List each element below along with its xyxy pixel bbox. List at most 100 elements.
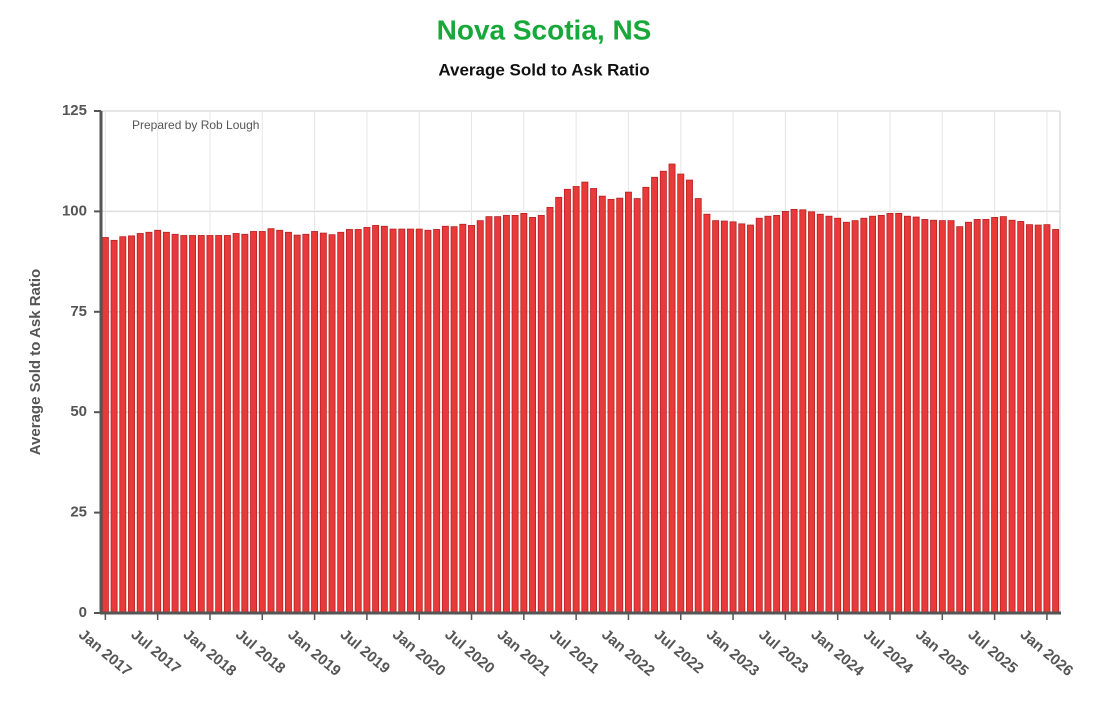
bar bbox=[764, 215, 772, 614]
bar bbox=[485, 216, 493, 614]
bar bbox=[520, 213, 528, 614]
bar bbox=[529, 217, 537, 614]
bar bbox=[1017, 221, 1025, 614]
x-tick-label: Jul 2020 bbox=[441, 626, 497, 677]
bar bbox=[642, 186, 650, 614]
bar bbox=[921, 219, 929, 614]
x-tick-label: Jul 2017 bbox=[128, 626, 184, 677]
bar bbox=[947, 220, 955, 614]
bar bbox=[1052, 229, 1060, 614]
bar bbox=[476, 220, 484, 614]
bar bbox=[755, 217, 763, 614]
bar bbox=[624, 191, 632, 614]
bar bbox=[842, 221, 850, 614]
bar bbox=[965, 221, 972, 614]
bar bbox=[790, 208, 798, 614]
bar bbox=[720, 220, 728, 614]
bar bbox=[877, 215, 885, 614]
bar bbox=[319, 232, 327, 614]
bar bbox=[1008, 219, 1016, 614]
x-tick-label: Jan 2026 bbox=[1017, 626, 1076, 680]
bar bbox=[912, 216, 920, 614]
x-tick-label: Jan 2021 bbox=[494, 626, 553, 680]
bar bbox=[337, 231, 345, 614]
bar bbox=[154, 229, 162, 614]
bar bbox=[468, 225, 475, 614]
bar bbox=[555, 196, 563, 614]
bar bbox=[171, 233, 179, 614]
chart-subtitle: Average Sold to Ask Ratio bbox=[438, 60, 649, 79]
bar bbox=[991, 217, 999, 614]
bar bbox=[110, 239, 118, 614]
bar bbox=[284, 231, 292, 614]
bar bbox=[694, 198, 702, 614]
bar bbox=[441, 225, 449, 614]
y-tick-label: 50 bbox=[70, 403, 87, 420]
bar bbox=[380, 225, 388, 614]
x-tick-label: Jul 2022 bbox=[651, 626, 707, 677]
bar bbox=[572, 186, 580, 614]
y-tick-label: 100 bbox=[62, 202, 87, 219]
x-tick-label: Jul 2025 bbox=[964, 626, 1020, 677]
bar bbox=[372, 225, 380, 614]
bar bbox=[999, 216, 1007, 614]
bar bbox=[903, 215, 911, 614]
y-axis-label: Average Sold to Ask Ratio bbox=[27, 269, 44, 455]
bar bbox=[459, 223, 467, 614]
bar bbox=[197, 235, 205, 614]
bar bbox=[241, 233, 249, 614]
bar bbox=[581, 181, 589, 614]
bar bbox=[869, 215, 877, 614]
bar bbox=[895, 213, 903, 614]
bar bbox=[511, 215, 519, 614]
bar bbox=[267, 228, 275, 614]
x-tick-label: Jan 2025 bbox=[912, 626, 971, 680]
x-tick-label: Jul 2021 bbox=[546, 626, 602, 677]
bar bbox=[258, 231, 266, 614]
bar bbox=[834, 217, 842, 614]
y-tick-label: 25 bbox=[70, 504, 87, 521]
bar bbox=[101, 237, 109, 614]
bar bbox=[616, 197, 624, 614]
bar bbox=[825, 215, 833, 614]
bar bbox=[502, 215, 510, 614]
x-tick-label: Jul 2023 bbox=[755, 626, 811, 677]
bar bbox=[860, 217, 868, 614]
bar bbox=[659, 170, 667, 614]
bar bbox=[886, 213, 894, 614]
bar bbox=[1026, 224, 1033, 614]
bar bbox=[712, 220, 720, 614]
bar bbox=[389, 228, 397, 614]
bar bbox=[398, 228, 406, 614]
bar bbox=[276, 229, 284, 614]
x-tick-label: Jul 2018 bbox=[232, 626, 288, 677]
bar bbox=[424, 229, 432, 614]
bar bbox=[930, 219, 938, 614]
bar bbox=[407, 228, 414, 614]
bar bbox=[799, 209, 807, 614]
bar bbox=[598, 195, 606, 614]
x-tick-label: Jul 2019 bbox=[337, 626, 393, 677]
bar bbox=[206, 235, 214, 614]
y-tick-label: 125 bbox=[62, 102, 87, 119]
bar bbox=[973, 219, 981, 614]
bar bbox=[729, 221, 737, 614]
bar bbox=[293, 234, 301, 614]
bar bbox=[250, 231, 258, 614]
bar bbox=[590, 188, 598, 614]
bar bbox=[781, 210, 789, 614]
bar bbox=[808, 211, 815, 614]
bar bbox=[703, 213, 711, 614]
bar bbox=[136, 233, 144, 614]
bar bbox=[180, 235, 188, 614]
bar bbox=[686, 179, 693, 614]
bar bbox=[668, 163, 676, 614]
bar bbox=[607, 198, 615, 614]
x-tick-label: Jan 2024 bbox=[808, 626, 868, 680]
bar bbox=[363, 227, 371, 614]
bar bbox=[128, 235, 135, 614]
bar bbox=[537, 215, 545, 614]
x-tick-label: Jul 2024 bbox=[860, 626, 917, 678]
bar bbox=[145, 231, 153, 614]
